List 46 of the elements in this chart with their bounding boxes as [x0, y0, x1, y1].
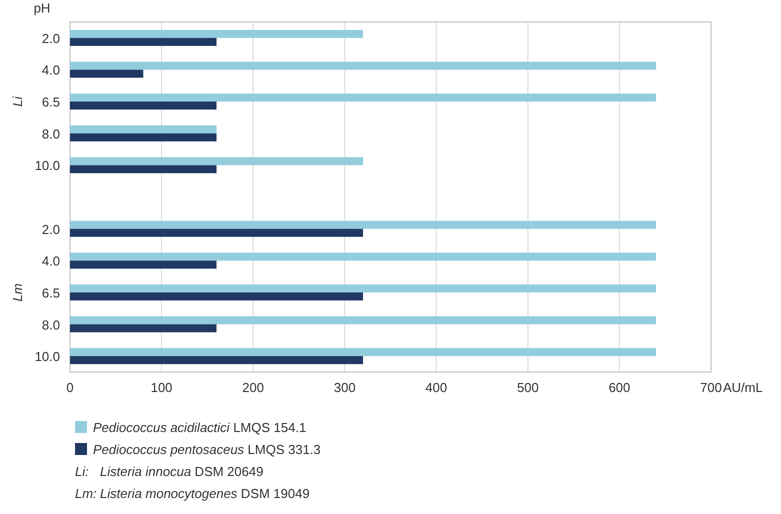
- text: Li: [10, 95, 25, 107]
- y-tick-label: 8.0: [42, 317, 60, 332]
- text: Lm: Listeria monocytogenes DSM 19049: [75, 486, 310, 501]
- text: Li: Listeria innocua DSM 20649: [75, 464, 264, 479]
- bar: [70, 125, 217, 134]
- legend-label: Pediococcus acidilactici LMQS 154.1: [93, 420, 306, 435]
- y-tick-label: 10.0: [34, 349, 60, 364]
- bar: [70, 228, 364, 237]
- y-tick-label: 4.0: [42, 254, 60, 269]
- x-tick-label: 200: [242, 380, 264, 395]
- bar: [70, 348, 656, 356]
- bar: [70, 356, 364, 364]
- bar: [70, 30, 364, 38]
- bar: [70, 70, 144, 78]
- x-tick-label: 700: [700, 380, 722, 395]
- bar: [70, 292, 364, 300]
- bar: [70, 324, 217, 332]
- bar: [70, 94, 656, 102]
- bar: [70, 62, 656, 70]
- bar: [70, 316, 656, 324]
- y-tick-label: 8.0: [42, 126, 60, 142]
- x-tick-label: 600: [608, 380, 630, 395]
- text: Lm: [10, 283, 25, 302]
- x-tick-label: 0: [66, 380, 74, 395]
- bar: [70, 284, 656, 292]
- bar: [70, 260, 217, 269]
- x-tick-label: 100: [150, 380, 172, 395]
- x-axis-title: AU/mL: [723, 380, 763, 395]
- bar: [70, 157, 364, 166]
- bar: [70, 220, 656, 229]
- x-tick-label: 400: [425, 380, 448, 395]
- y-tick-label: 10.0: [34, 158, 60, 174]
- y-tick-label: 6.5: [42, 285, 60, 300]
- legend-label: Pediococcus pentosaceus LMQS 331.3: [93, 442, 321, 457]
- bar: [70, 165, 217, 174]
- y-tick-label: 4.0: [42, 62, 60, 78]
- bar: [70, 133, 217, 142]
- y-axis-title: pH: [34, 0, 50, 16]
- bar: [70, 102, 217, 110]
- bar: [70, 252, 656, 261]
- x-tick-label: 300: [334, 380, 356, 395]
- y-tick-label: 2.0: [42, 222, 60, 237]
- x-tick-label: 500: [517, 380, 539, 395]
- bar: [70, 38, 217, 46]
- y-tick-label: 6.5: [42, 94, 60, 110]
- y-tick-label: 2.0: [42, 30, 60, 46]
